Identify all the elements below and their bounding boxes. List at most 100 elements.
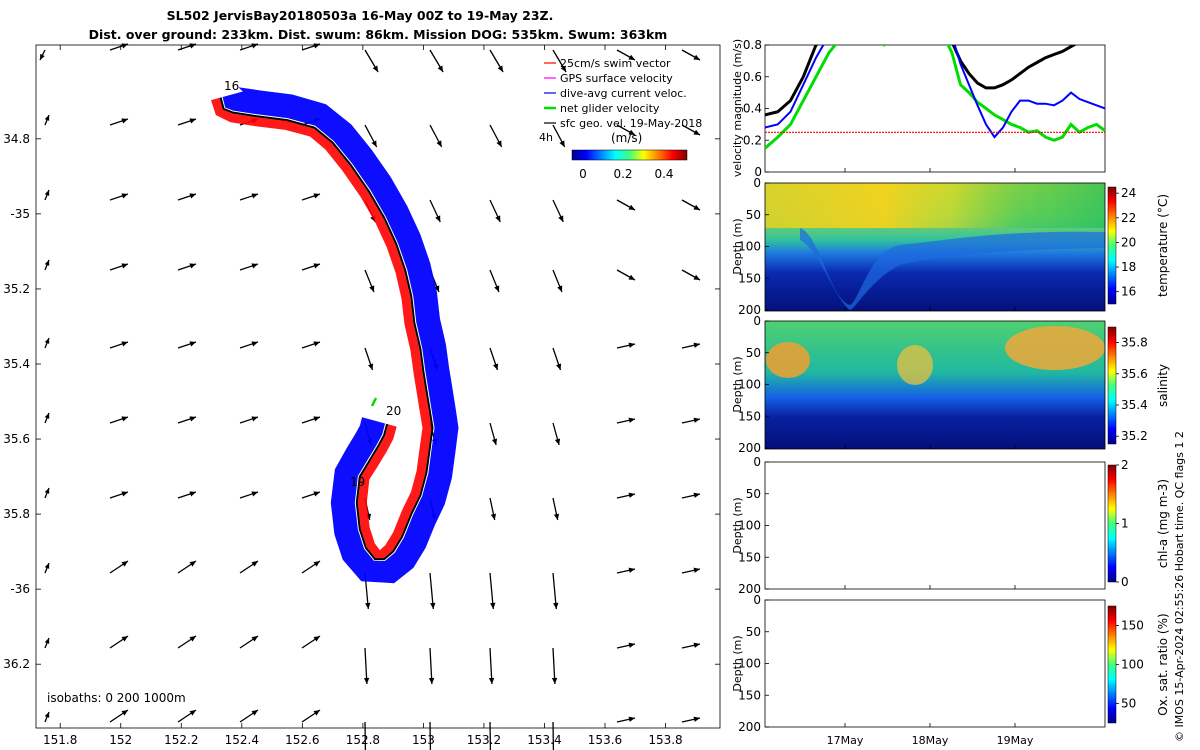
current-arrow [109,263,129,271]
current-arrow-head [44,488,50,494]
current-arrow [239,263,259,271]
current-arrow [239,416,259,424]
current-arrow-head [189,491,196,497]
current-arrow-head [693,716,700,722]
section-ylabel: Depth (m) [731,497,744,553]
title-line-2: Dist. over ground: 233km. Dist. swum: 86… [89,27,668,42]
current-arrow [301,635,321,649]
colorbar-tick-0: 0 [579,167,587,181]
current-arrow-head [313,193,320,199]
map-y-tick-label: 35.8 [3,507,30,521]
section-y-tick-label: 50 [746,487,761,501]
current-arrow-head [495,215,501,222]
colorbar-label: Ox. sat. ratio (%) [1156,613,1170,715]
time-tick-label: 18May [912,734,949,747]
net-velocity-marker [370,397,378,407]
current-arrow-head [189,416,196,422]
legend-gps-velocity: GPS surface velocity [560,72,673,85]
current-arrow-head [693,342,700,348]
section-y-tick-label: 150 [738,271,761,285]
current-arrow-head [693,417,700,423]
chla-panel [764,461,1106,590]
current-arrow-head [628,54,635,60]
time-tick-label: 19May [997,734,1034,747]
velocity-series [765,45,1105,150]
colorbar-tick-label: 16 [1121,285,1136,299]
current-arrow-head [313,561,320,567]
current-arrow-head [313,710,320,716]
current-arrow-shaft [429,647,433,685]
speed-colorbar [571,149,688,161]
current-arrow-head [497,65,504,72]
current-arrow-head [628,129,635,135]
current-arrow-head [189,193,196,199]
current-arrow-head [559,140,565,147]
current-arrow [489,572,496,610]
depth-sections: 0 50 100 150 200 Depth (m) 0 50 100 150 200 Depth (… [731,176,1106,734]
current-arrow-head [189,710,196,716]
current-arrow-head [44,712,50,718]
current-arrow [551,647,558,685]
current-arrow-head [693,54,700,60]
current-arrow-head [560,65,567,72]
current-arrow-head [251,341,258,347]
current-arrow [44,114,50,126]
map-y-tick-label: 35.4 [3,357,30,371]
current-arrow-head [189,636,196,642]
current-arrow [301,341,321,349]
legend-sfc-geo-vel: sfc geo. vel. 19-May-2018 [560,117,702,130]
velocity-y-axis: 0 0.2 0.4 0.6 0.8 [743,38,769,179]
current-arrow-head [313,341,320,347]
colorbar-label: chl-a (mg m-3) [1156,479,1170,568]
current-arrow-head [365,602,371,609]
current-arrow [552,422,561,446]
current-arrow [239,193,259,201]
current-arrow [616,716,636,723]
current-arrow-head [121,710,128,716]
colorbar-tick-label: 1 [1121,517,1129,531]
current-arrow-head [628,567,635,573]
current-arrow [428,647,435,685]
current-arrow-head [628,716,635,722]
current-arrow-shaft [429,721,432,750]
current-arrow-head [372,65,379,72]
section-y-tick-label: 150 [738,550,761,564]
current-arrow [364,49,379,73]
current-arrow-head [44,115,50,121]
section-y-tick-label: 200 [738,303,761,317]
temperature-panel [764,182,1106,312]
current-arrow-head [189,341,196,347]
velocity-y-tick-label: 0.4 [743,102,762,116]
current-arrow-head [251,561,258,567]
current-arrow [177,709,197,723]
chla-colorbar [1107,464,1117,583]
current-arrow [681,642,701,649]
current-arrow-head [628,342,635,348]
current-arrow-head [251,263,258,269]
map-y-tick-label: 36.2 [3,657,30,671]
title-line-1: SL502 JervisBay20180503a 16-May 00Z to 1… [167,8,554,23]
current-arrow [429,49,444,73]
current-arrow-head [251,43,258,49]
current-vector-field [39,43,701,750]
current-arrow [681,342,701,349]
current-arrow-head [553,513,560,520]
current-arrow-head [121,43,128,49]
map-x-tick-label: 153.4 [527,733,561,747]
current-arrow-head [44,563,50,569]
salinity-high-patch-3 [1005,326,1105,370]
current-arrow-head [44,190,50,196]
current-arrow-head [44,413,50,419]
glider-track-line [219,97,434,561]
legend-swim-vector: 25cm/s swim vector [560,57,671,70]
current-arrow [109,635,129,649]
current-arrow-head [628,492,635,498]
current-arrow [681,716,701,723]
current-arrow [177,118,197,126]
current-arrow-head [554,438,561,445]
current-arrow-head [556,363,562,370]
current-arrow-head [121,491,128,497]
current-arrow [489,347,499,371]
current-arrow-head [369,285,375,292]
